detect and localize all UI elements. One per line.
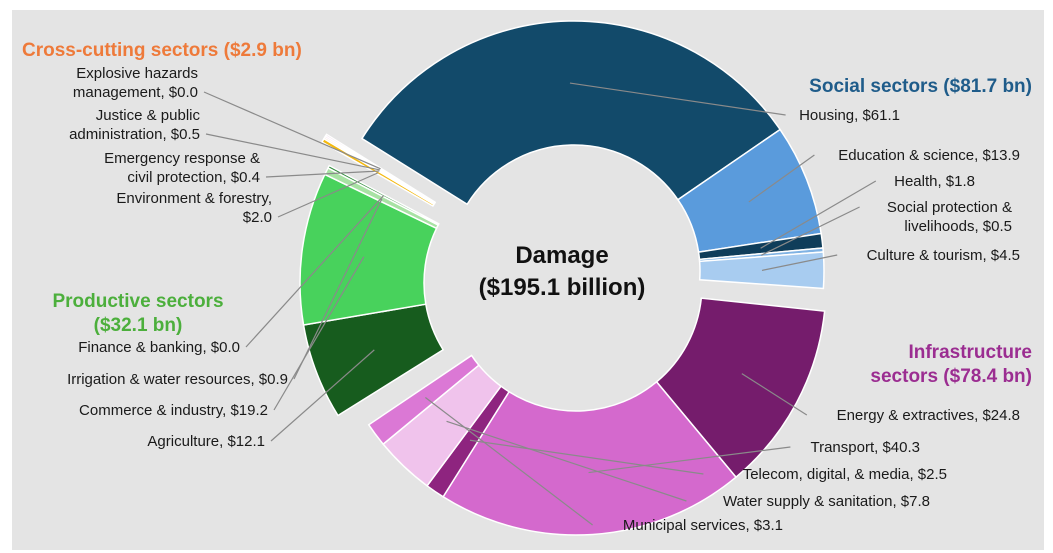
sector-label-social-1: Education & science, $13.9 (838, 147, 1020, 164)
group-title-crosscutting: Cross-cutting sectors ($2.9 bn) (22, 40, 302, 61)
sector-label-productive-3: Finance & banking, $0.0 (78, 339, 240, 356)
sector-label-social-4: Culture & tourism, $4.5 (867, 247, 1020, 264)
sector-label-productive-2: Irrigation & water resources, $0.9 (67, 371, 288, 388)
sector-label-infrastructure-3: Water supply & sanitation, $7.8 (723, 493, 930, 510)
sector-label-social-0: Housing, $61.1 (799, 107, 900, 124)
sector-label-infrastructure-4: Municipal services, $3.1 (623, 517, 783, 534)
sector-label-infrastructure-1: Transport, $40.3 (810, 439, 920, 456)
sector-label-social-2: Health, $1.8 (894, 173, 975, 190)
sector-label-productive-0: Agriculture, $12.1 (147, 433, 265, 450)
sector-label-infrastructure-0: Energy & extractives, $24.8 (837, 407, 1020, 424)
sector-label-productive-1: Commerce & industry, $19.2 (79, 402, 268, 419)
group-title-social: Social sectors ($81.7 bn) (809, 76, 1032, 97)
sector-label-infrastructure-2: Telecom, digital, & media, $2.5 (743, 466, 947, 483)
